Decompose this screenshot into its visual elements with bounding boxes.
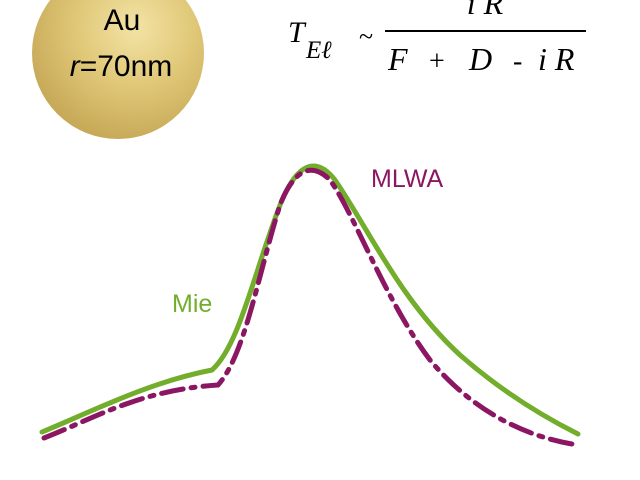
mlwa-label: MLWA [371, 165, 444, 193]
gold-sphere: Au r=70nm [32, 0, 204, 139]
formula: T Eℓ ~ i R F + D - i R [288, 0, 586, 77]
sphere-radius-label: r=70nm [70, 50, 173, 83]
sphere-body [32, 0, 204, 139]
mie-curve [39, 163, 581, 437]
formula-denominator-plus: + [429, 46, 445, 77]
mie-label: Mie [172, 290, 212, 318]
sphere-radius-value: =70nm [80, 50, 173, 83]
formula-denominator-f: F [387, 41, 408, 77]
formula-denominator-d: D [468, 41, 492, 77]
formula-numerator: i R [467, 0, 504, 21]
formula-relation: ~ [359, 22, 373, 51]
sphere-radius-symbol: r [70, 50, 81, 83]
formula-denominator-minus: - [513, 46, 522, 77]
formula-lhs: T [288, 16, 307, 49]
formula-denominator-ir: i R [538, 41, 575, 77]
formula-lhs-subscript: Eℓ [305, 37, 332, 64]
mlwa-curve [41, 167, 575, 447]
sphere-material-label: Au [104, 4, 141, 37]
